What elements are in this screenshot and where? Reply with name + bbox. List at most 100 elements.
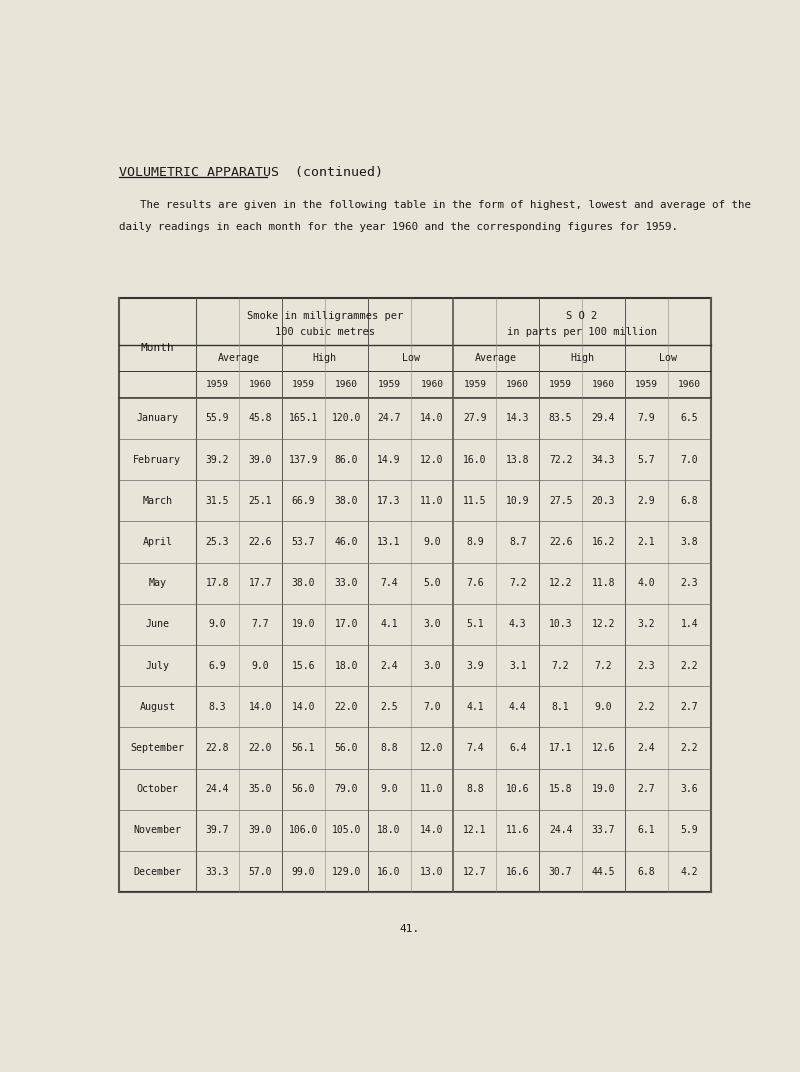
Text: 2.3: 2.3	[681, 578, 698, 589]
Text: 35.0: 35.0	[249, 784, 272, 794]
Text: 12.1: 12.1	[463, 825, 486, 835]
Text: 13.0: 13.0	[420, 866, 444, 877]
Text: 12.2: 12.2	[549, 578, 572, 589]
Text: 17.3: 17.3	[378, 495, 401, 506]
Text: Smoke in milligrammes per: Smoke in milligrammes per	[246, 312, 403, 322]
Text: 8.9: 8.9	[466, 537, 484, 547]
Text: 1959: 1959	[549, 381, 572, 389]
Text: 11.0: 11.0	[420, 495, 444, 506]
Text: 17.7: 17.7	[249, 578, 272, 589]
Text: 25.3: 25.3	[206, 537, 230, 547]
Text: 14.9: 14.9	[378, 455, 401, 464]
Text: 2.3: 2.3	[638, 660, 655, 671]
Text: 72.2: 72.2	[549, 455, 572, 464]
Text: 10.9: 10.9	[506, 495, 530, 506]
Text: Average: Average	[475, 353, 518, 363]
Text: Month: Month	[141, 343, 174, 353]
Text: 38.0: 38.0	[291, 578, 315, 589]
Text: March: March	[142, 495, 172, 506]
Text: 9.0: 9.0	[423, 537, 441, 547]
Text: 12.0: 12.0	[420, 743, 444, 753]
Text: 7.7: 7.7	[252, 620, 270, 629]
Text: 79.0: 79.0	[334, 784, 358, 794]
Text: 1960: 1960	[506, 381, 530, 389]
Text: 55.9: 55.9	[206, 414, 230, 423]
Text: 2.2: 2.2	[681, 743, 698, 753]
Text: 9.0: 9.0	[380, 784, 398, 794]
Text: 33.7: 33.7	[592, 825, 615, 835]
Text: 8.8: 8.8	[380, 743, 398, 753]
Text: 8.7: 8.7	[509, 537, 526, 547]
Text: October: October	[136, 784, 178, 794]
Text: 14.0: 14.0	[420, 414, 444, 423]
Text: 3.0: 3.0	[423, 660, 441, 671]
Text: 24.4: 24.4	[206, 784, 230, 794]
Text: 106.0: 106.0	[289, 825, 318, 835]
Text: May: May	[148, 578, 166, 589]
Text: 14.0: 14.0	[291, 702, 315, 712]
Text: 6.8: 6.8	[638, 866, 655, 877]
Text: 3.2: 3.2	[638, 620, 655, 629]
Text: July: July	[146, 660, 170, 671]
Text: 18.0: 18.0	[378, 825, 401, 835]
Text: 9.0: 9.0	[594, 702, 612, 712]
Text: 1960: 1960	[678, 381, 701, 389]
Text: 29.4: 29.4	[592, 414, 615, 423]
Text: 25.1: 25.1	[249, 495, 272, 506]
Text: 44.5: 44.5	[592, 866, 615, 877]
Text: 24.4: 24.4	[549, 825, 572, 835]
Text: 16.2: 16.2	[592, 537, 615, 547]
Text: 1960: 1960	[249, 381, 272, 389]
Text: 5.9: 5.9	[681, 825, 698, 835]
Text: December: December	[134, 866, 182, 877]
Text: 17.1: 17.1	[549, 743, 572, 753]
Text: 56.0: 56.0	[291, 784, 315, 794]
Text: 11.5: 11.5	[463, 495, 486, 506]
Text: 39.0: 39.0	[249, 455, 272, 464]
Text: 7.0: 7.0	[681, 455, 698, 464]
Text: 1959: 1959	[378, 381, 401, 389]
Text: 1959: 1959	[635, 381, 658, 389]
Text: 16.0: 16.0	[378, 866, 401, 877]
Text: Average: Average	[218, 353, 260, 363]
Text: High: High	[313, 353, 337, 363]
Text: 33.0: 33.0	[334, 578, 358, 589]
Text: 11.8: 11.8	[592, 578, 615, 589]
Text: 129.0: 129.0	[331, 866, 361, 877]
Text: 3.1: 3.1	[509, 660, 526, 671]
Text: 22.6: 22.6	[249, 537, 272, 547]
Text: 45.8: 45.8	[249, 414, 272, 423]
Text: February: February	[134, 455, 182, 464]
Text: 7.4: 7.4	[380, 578, 398, 589]
Text: 22.8: 22.8	[206, 743, 230, 753]
Text: 8.8: 8.8	[466, 784, 484, 794]
Text: 34.3: 34.3	[592, 455, 615, 464]
Text: High: High	[570, 353, 594, 363]
Text: 4.3: 4.3	[509, 620, 526, 629]
Text: 120.0: 120.0	[331, 414, 361, 423]
Text: 6.5: 6.5	[681, 414, 698, 423]
Text: 3.6: 3.6	[681, 784, 698, 794]
Text: 12.0: 12.0	[420, 455, 444, 464]
Text: 27.5: 27.5	[549, 495, 572, 506]
Text: 7.6: 7.6	[466, 578, 484, 589]
Text: 86.0: 86.0	[334, 455, 358, 464]
Text: 3.9: 3.9	[466, 660, 484, 671]
Text: 1959: 1959	[206, 381, 229, 389]
Text: 24.7: 24.7	[378, 414, 401, 423]
Text: 19.0: 19.0	[592, 784, 615, 794]
Text: 4.1: 4.1	[380, 620, 398, 629]
Text: 46.0: 46.0	[334, 537, 358, 547]
Text: 2.9: 2.9	[638, 495, 655, 506]
Text: 66.9: 66.9	[291, 495, 315, 506]
Text: 12.7: 12.7	[463, 866, 486, 877]
Text: 39.7: 39.7	[206, 825, 230, 835]
Text: 83.5: 83.5	[549, 414, 572, 423]
Text: 53.7: 53.7	[291, 537, 315, 547]
Text: 57.0: 57.0	[249, 866, 272, 877]
Text: January: January	[136, 414, 178, 423]
Text: 2.4: 2.4	[380, 660, 398, 671]
Text: 7.2: 7.2	[509, 578, 526, 589]
Text: 6.8: 6.8	[681, 495, 698, 506]
Text: 6.1: 6.1	[638, 825, 655, 835]
